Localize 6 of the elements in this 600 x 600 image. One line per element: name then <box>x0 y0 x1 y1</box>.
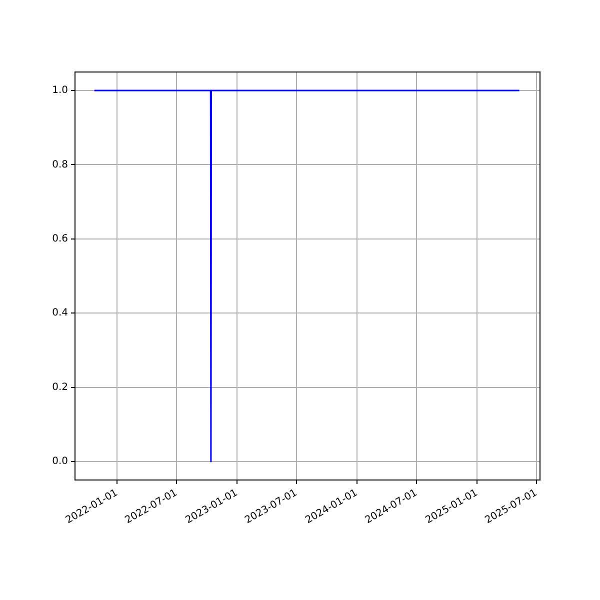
y-tick-label: 0.6 <box>52 234 68 245</box>
y-tick-label: 0.2 <box>52 382 68 393</box>
y-tick-label: 0.0 <box>52 456 68 468</box>
y-tick-label: 0.4 <box>52 308 68 319</box>
y-tick-label: 0.8 <box>52 159 68 170</box>
y-tick-label: 1.0 <box>52 85 68 96</box>
